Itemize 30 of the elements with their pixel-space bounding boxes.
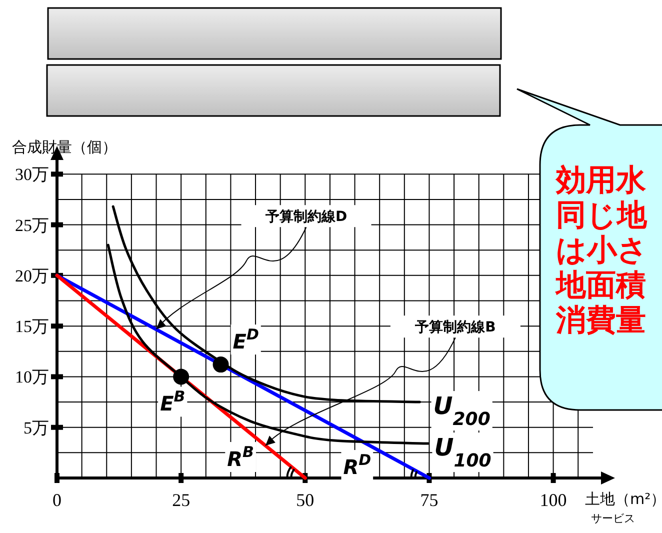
y-tick-label: 25万: [15, 216, 49, 235]
annotation: R$^{D}$: [343, 451, 372, 479]
annotation: 同じ地: [556, 198, 648, 233]
annotation: E$^{B}$: [158, 386, 188, 417]
y-tick-label: 5万: [24, 418, 49, 438]
annotation: 消費量: [555, 303, 646, 338]
y-tick-label: 20万: [15, 266, 49, 286]
y-tick-label: 10万: [15, 368, 49, 387]
annotation: 予算制約線D: [156, 205, 372, 330]
text: サービス: [591, 512, 635, 525]
annotation: U$_{100}$: [432, 432, 494, 472]
annotation: R$^{B}$: [227, 443, 254, 471]
x-tick-label: 50: [296, 490, 314, 510]
annotation: U$_{200}$: [431, 391, 492, 431]
y-tick-label: 30万: [15, 165, 49, 184]
annotation: E$^{D}$: [230, 324, 261, 355]
y-tick-label: 15万: [15, 317, 49, 336]
y-axis-title: 合成財量（個）: [12, 138, 117, 156]
x-tick-label: 75: [420, 490, 438, 510]
annotation: は小さ: [556, 233, 648, 268]
annotation: 予算制約線D: [264, 209, 348, 226]
x-tick-label: 100: [540, 490, 567, 510]
x-axis-title: 土地（m²）: [585, 490, 662, 508]
x-tick-label: 0: [52, 490, 62, 510]
annotation: 予算制約線B: [414, 320, 496, 336]
x-tick-label: 25: [172, 490, 190, 510]
annotation: R$^{B}$: [225, 442, 296, 478]
annotation: 効用水: [555, 163, 647, 198]
annotation: 地面積: [554, 268, 646, 303]
annotation: R$^{D}$: [341, 450, 418, 480]
